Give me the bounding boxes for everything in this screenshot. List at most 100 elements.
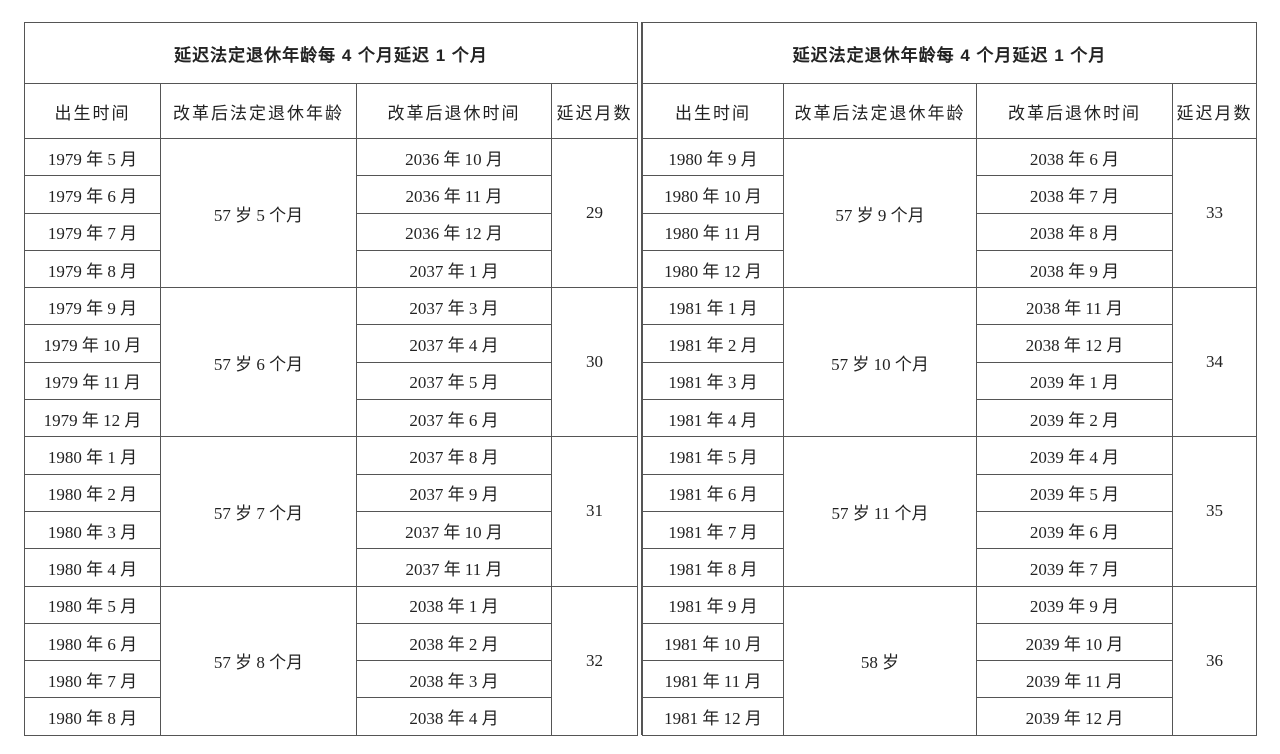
header-age: 改革后法定退休年龄 <box>160 83 357 139</box>
delay-months-cell: 30 <box>551 287 638 438</box>
table-row: 1980 年 10 月 2038 年 7 月 <box>642 175 1257 214</box>
header-age: 改革后法定退休年龄 <box>783 83 977 139</box>
birth-date-cell: 1981 年 6 月 <box>642 473 784 512</box>
retirement-time-cell: 2038 年 2 月 <box>356 622 552 662</box>
retirement-time-cell: 2037 年 11 月 <box>356 548 552 587</box>
delay-months-cell: 29 <box>551 137 638 289</box>
retirement-time-cell: 2038 年 9 月 <box>976 249 1173 289</box>
birth-date-cell: 1979 年 8 月 <box>24 249 161 289</box>
table-row: 1980 年 4 月 2037 年 11 月 <box>24 548 638 587</box>
retirement-age-cell: 57 岁 6 个月 <box>160 287 357 438</box>
retirement-age-cell: 57 岁 5 个月 <box>160 137 357 289</box>
birth-date-cell: 1980 年 7 月 <box>24 660 161 699</box>
birth-date-cell: 1981 年 12 月 <box>642 697 784 736</box>
birth-date-cell: 1979 年 7 月 <box>24 212 161 251</box>
birth-date-cell: 1979 年 5 月 <box>24 137 161 177</box>
birth-date-cell: 1981 年 2 月 <box>642 324 784 363</box>
retirement-time-cell: 2036 年 10 月 <box>356 137 552 177</box>
birth-date-cell: 1980 年 11 月 <box>642 212 784 251</box>
retirement-time-cell: 2038 年 12 月 <box>976 324 1173 363</box>
retirement-time-cell: 2037 年 3 月 <box>356 287 552 326</box>
birth-date-cell: 1981 年 8 月 <box>642 548 784 587</box>
table-row: 1980 年 9 月 57 岁 9 个月 2038 年 6 月 33 <box>642 137 1257 289</box>
birth-date-cell: 1981 年 10 月 <box>642 622 784 662</box>
birth-date-cell: 1981 年 4 月 <box>642 399 784 438</box>
birth-date-cell: 1980 年 4 月 <box>24 548 161 587</box>
delay-months-cell: 33 <box>1172 137 1257 289</box>
table-row: 1980 年 8 月 2038 年 4 月 <box>24 697 638 736</box>
header-delay: 延迟月数 <box>551 83 638 139</box>
header-retire-time: 改革后退休时间 <box>976 83 1173 139</box>
table-row: 1981 年 11 月 2039 年 11 月 <box>642 660 1257 699</box>
retirement-time-cell: 2039 年 5 月 <box>976 473 1173 512</box>
table-row: 1981 年 5 月 57 岁 11 个月 2039 年 4 月 35 <box>642 436 1257 587</box>
retirement-time-cell: 2038 年 8 月 <box>976 212 1173 251</box>
delay-months-cell: 34 <box>1172 287 1257 438</box>
birth-date-cell: 1979 年 11 月 <box>24 361 161 401</box>
retirement-time-cell: 2039 年 4 月 <box>976 436 1173 475</box>
table-row: 1981 年 10 月 2039 年 10 月 <box>642 622 1257 662</box>
retirement-time-cell: 2038 年 7 月 <box>976 175 1173 214</box>
birth-date-cell: 1980 年 1 月 <box>24 436 161 475</box>
birth-date-cell: 1981 年 1 月 <box>642 287 784 326</box>
table-row: 1981 年 8 月 2039 年 7 月 <box>642 548 1257 587</box>
retirement-time-cell: 2036 年 12 月 <box>356 212 552 251</box>
table-row: 1979 年 8 月 2037 年 1 月 <box>24 249 638 289</box>
table-row: 1979 年 9 月 57 岁 6 个月 2037 年 3 月 30 <box>24 287 638 438</box>
birth-date-cell: 1981 年 9 月 <box>642 585 784 624</box>
retirement-time-cell: 2038 年 6 月 <box>976 137 1173 177</box>
retirement-age-cell: 57 岁 8 个月 <box>160 585 357 736</box>
retirement-time-cell: 2037 年 5 月 <box>356 361 552 401</box>
birth-date-cell: 1981 年 3 月 <box>642 361 784 401</box>
table-row: 1979 年 12 月 2037 年 6 月 <box>24 399 638 438</box>
table-row: 1979 年 5 月 57 岁 5 个月 2036 年 10 月 29 <box>24 137 638 289</box>
retirement-time-cell: 2039 年 2 月 <box>976 399 1173 438</box>
table-row: 1979 年 11 月 2037 年 5 月 <box>24 361 638 401</box>
table-row: 1981 年 6 月 2039 年 5 月 <box>642 473 1257 512</box>
birth-date-cell: 1980 年 12 月 <box>642 249 784 289</box>
birth-date-cell: 1979 年 10 月 <box>24 324 161 363</box>
header-birth: 出生时间 <box>24 83 161 139</box>
table-row: 1980 年 3 月 2037 年 10 月 <box>24 510 638 550</box>
birth-date-cell: 1980 年 9 月 <box>642 137 784 177</box>
retirement-time-cell: 2038 年 1 月 <box>356 585 552 624</box>
birth-date-cell: 1980 年 3 月 <box>24 510 161 550</box>
retirement-time-cell: 2039 年 10 月 <box>976 622 1173 662</box>
table-row: 1980 年 6 月 2038 年 2 月 <box>24 622 638 662</box>
birth-date-cell: 1979 年 12 月 <box>24 399 161 438</box>
birth-date-cell: 1981 年 7 月 <box>642 510 784 550</box>
retirement-time-cell: 2037 年 6 月 <box>356 399 552 438</box>
retirement-age-cell: 57 岁 7 个月 <box>160 436 357 587</box>
birth-date-cell: 1980 年 10 月 <box>642 175 784 214</box>
table-row: 1980 年 11 月 2038 年 8 月 <box>642 212 1257 251</box>
retirement-time-cell: 2038 年 3 月 <box>356 660 552 699</box>
header-delay: 延迟月数 <box>1172 83 1257 139</box>
table-row: 1980 年 2 月 2037 年 9 月 <box>24 473 638 512</box>
header-retire-time: 改革后退休时间 <box>356 83 552 139</box>
birth-date-cell: 1981 年 5 月 <box>642 436 784 475</box>
retirement-time-cell: 2039 年 12 月 <box>976 697 1173 736</box>
birth-date-cell: 1981 年 11 月 <box>642 660 784 699</box>
retirement-time-cell: 2037 年 4 月 <box>356 324 552 363</box>
double-divider <box>637 22 642 735</box>
table-row: 1979 年 6 月 2036 年 11 月 <box>24 175 638 214</box>
retirement-time-cell: 2039 年 1 月 <box>976 361 1173 401</box>
retirement-time-cell: 2039 年 6 月 <box>976 510 1173 550</box>
birth-date-cell: 1980 年 5 月 <box>24 585 161 624</box>
table-row: 1980 年 7 月 2038 年 3 月 <box>24 660 638 699</box>
table-row: 1981 年 4 月 2039 年 2 月 <box>642 399 1257 438</box>
table-row: 1981 年 9 月 58 岁 2039 年 9 月 36 <box>642 585 1257 736</box>
birth-date-cell: 1980 年 8 月 <box>24 697 161 736</box>
retirement-time-cell: 2038 年 4 月 <box>356 697 552 736</box>
table-row: 1980 年 1 月 57 岁 7 个月 2037 年 8 月 31 <box>24 436 638 587</box>
retirement-time-cell: 2039 年 11 月 <box>976 660 1173 699</box>
retirement-age-cell: 57 岁 9 个月 <box>783 137 977 289</box>
birth-date-cell: 1980 年 6 月 <box>24 622 161 662</box>
retirement-age-cell: 57 岁 10 个月 <box>783 287 977 438</box>
retirement-age-cell: 58 岁 <box>783 585 977 736</box>
header-birth: 出生时间 <box>642 83 784 139</box>
birth-date-cell: 1980 年 2 月 <box>24 473 161 512</box>
delay-months-cell: 36 <box>1172 585 1257 736</box>
retirement-table-right: 延迟法定退休年龄每 4 个月延迟 1 个月 出生时间 改革后法定退休年龄 改革后… <box>642 22 1257 736</box>
retirement-time-cell: 2037 年 1 月 <box>356 249 552 289</box>
